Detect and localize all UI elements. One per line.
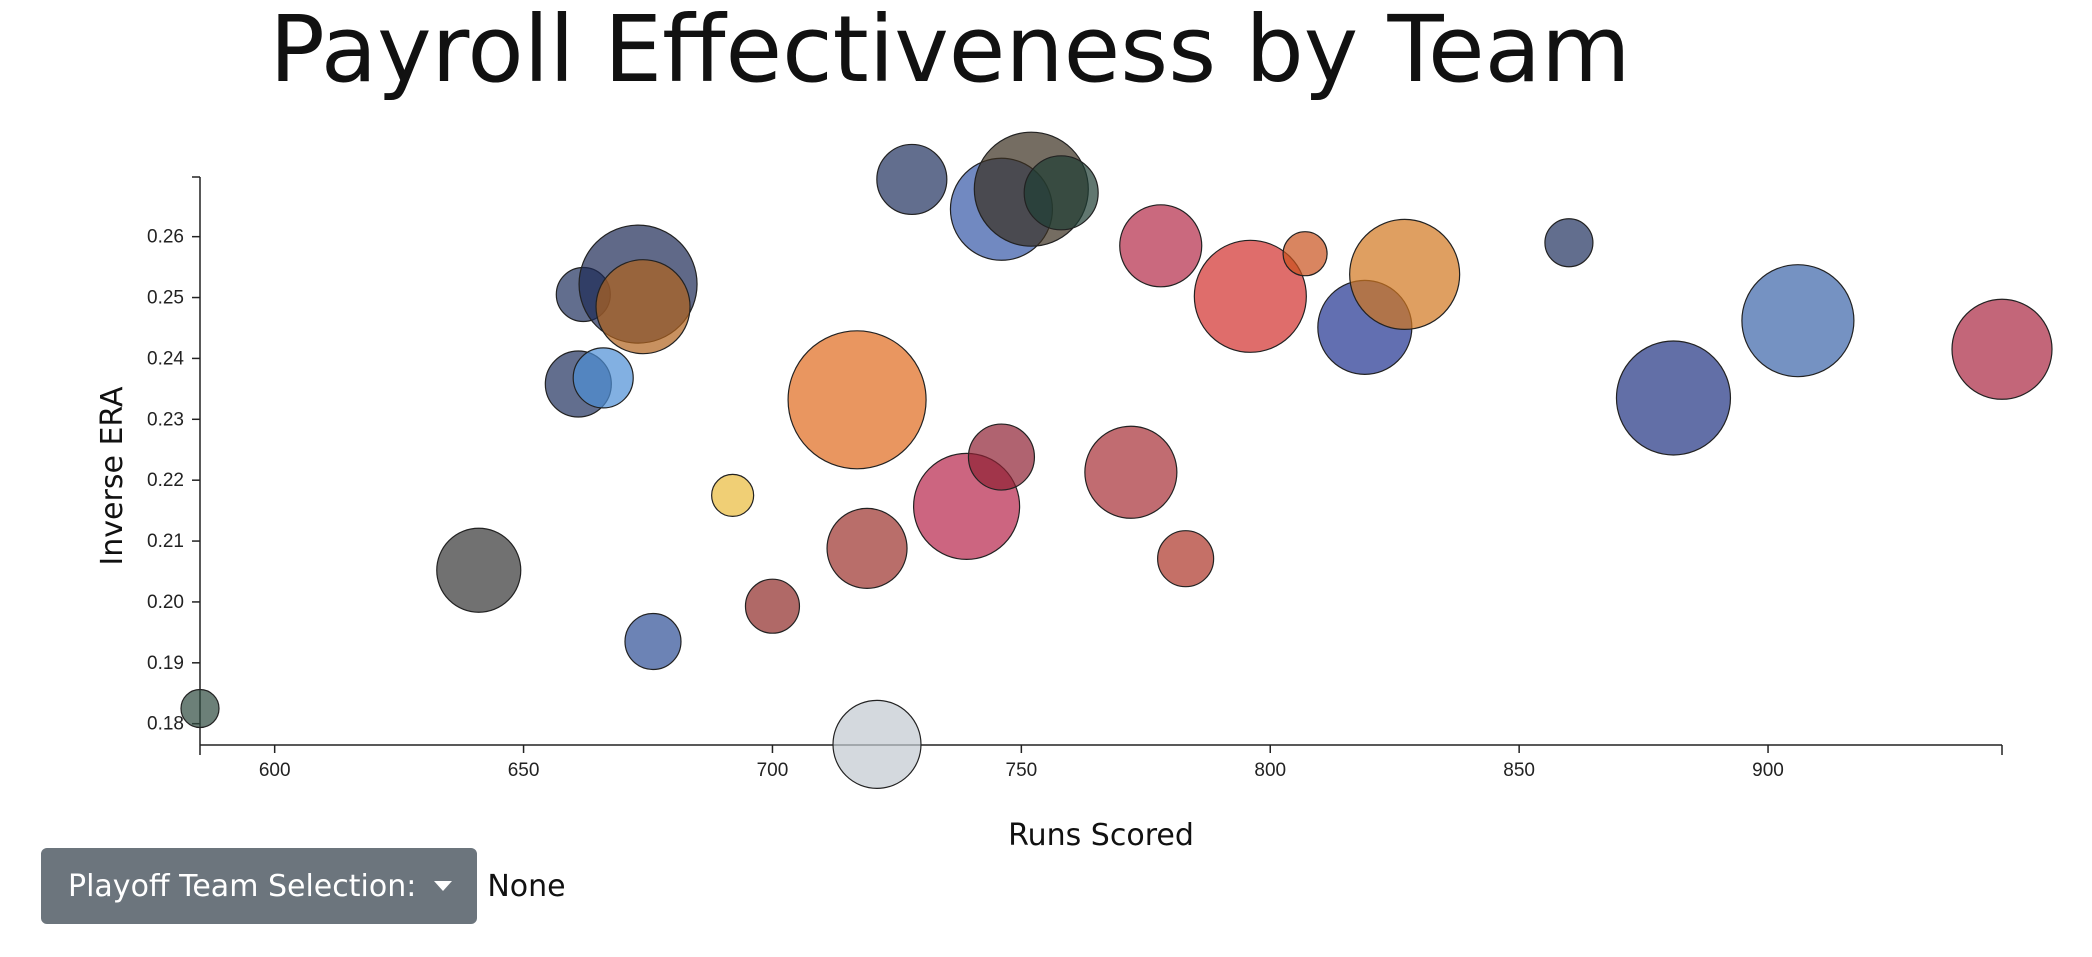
bubble-point: [1951, 298, 2053, 400]
bubble-point: [1084, 425, 1178, 519]
bubble-point: [711, 473, 755, 517]
bubble-point: [180, 688, 220, 729]
bubble-point: [624, 612, 682, 671]
selection-value: None: [487, 868, 566, 904]
x-tick-label: 800: [1254, 760, 1286, 781]
y-tick-label: 0.20: [147, 592, 184, 613]
x-tick-label: 850: [1503, 760, 1535, 781]
x-tick-label: 750: [1006, 760, 1038, 781]
bubble-point: [967, 423, 1036, 491]
x-axis-title: Runs Scored: [1008, 818, 1194, 853]
y-tick-label: 0.22: [147, 470, 184, 491]
bubble-point: [876, 143, 948, 216]
x-axis: 600 650 700 750 800 850 900: [199, 744, 2003, 781]
bubble-point: [1544, 218, 1594, 268]
bubble-point: [1349, 218, 1461, 331]
playoff-team-dropdown[interactable]: Playoff Team Selection:: [41, 848, 478, 924]
bubble-point: [1741, 264, 1855, 378]
y-tick-label: 0.26: [147, 227, 184, 248]
bubble-point: [1157, 530, 1215, 588]
bubble-point: [1615, 340, 1732, 456]
bubble-point: [832, 699, 922, 789]
x-tick-label: 600: [259, 760, 291, 781]
x-tick-label: 650: [508, 760, 540, 781]
bubble-point: [1023, 155, 1099, 231]
y-tick-label: 0.21: [147, 531, 184, 552]
y-axis: 0.18 0.19 0.20 0.21 0.22 0.23 0.24 0.25 0.26: [147, 176, 201, 745]
y-tick-label: 0.18: [147, 714, 184, 735]
controls-bar: Playoff Team Selection: None: [41, 848, 566, 924]
chevron-down-icon: [434, 881, 453, 891]
bubble-layer: [180, 131, 2053, 789]
x-tick-label: 700: [757, 760, 789, 781]
bubble-point: [572, 347, 634, 409]
bubble-point: [595, 259, 691, 355]
y-tick-label: 0.25: [147, 288, 184, 309]
y-tick-label: 0.24: [147, 348, 184, 369]
bubble-point: [1119, 204, 1203, 288]
bubble-point: [744, 578, 801, 634]
bubble-point: [436, 527, 522, 613]
y-axis-title: Inverse ERA: [95, 386, 130, 566]
bubble-point: [1282, 231, 1328, 277]
bubble-point: [787, 330, 927, 470]
dropdown-label: Playoff Team Selection:: [68, 868, 417, 904]
y-tick-label: 0.19: [147, 653, 184, 674]
chart-title: Payroll Effectiveness by Team: [269, 0, 1631, 103]
bubble-point: [1193, 239, 1307, 353]
y-tick-label: 0.23: [147, 409, 184, 430]
bubble-point: [826, 507, 908, 589]
x-tick-label: 900: [1752, 760, 1784, 781]
